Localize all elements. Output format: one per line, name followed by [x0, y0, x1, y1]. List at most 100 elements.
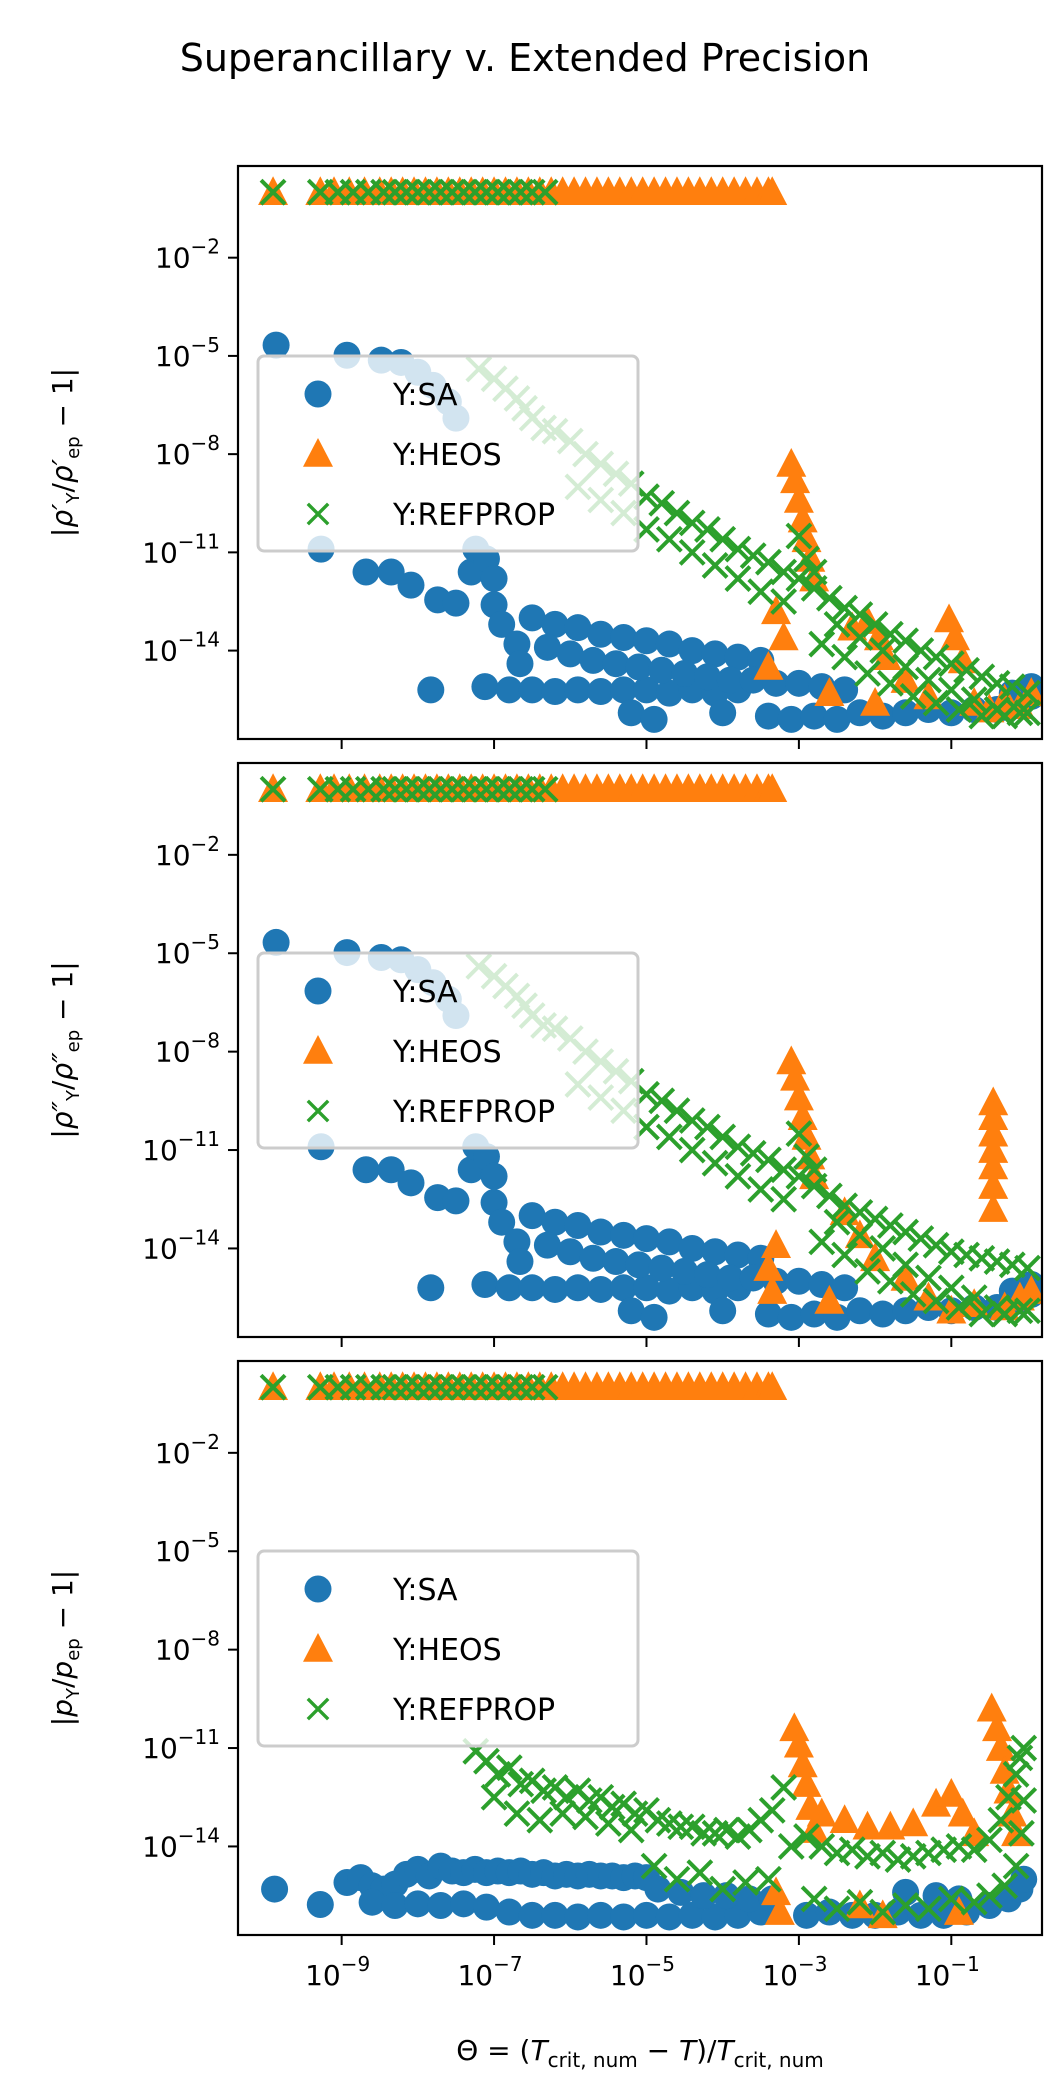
x-tick-base: 10 [915, 1959, 951, 1992]
point-sa [533, 1231, 561, 1259]
x-axis-label-sub3: crit, num [734, 2048, 824, 2072]
point-refprop [655, 525, 683, 553]
point-refprop [415, 178, 443, 206]
point-refprop [370, 1373, 397, 1401]
y-axis-label-sym2: ρ″ [46, 1052, 79, 1081]
y-tick-label: 10−11 [142, 1725, 220, 1765]
point-sa [693, 1261, 721, 1289]
point-sa [450, 1890, 478, 1918]
legend-entry-refprop[interactable]: Y:REFPROP [306, 1693, 555, 1728]
point-sa [610, 1221, 638, 1249]
point-sa [632, 627, 660, 655]
legend-triangle-icon [303, 438, 333, 467]
point-refprop [846, 1888, 874, 1916]
legend-entry-refprop[interactable]: Y:REFPROP [306, 498, 555, 533]
point-refprop [785, 522, 813, 550]
point-refprop [869, 1235, 897, 1262]
point-heos [791, 523, 822, 553]
axes-frame [236, 164, 1044, 741]
point-sa [610, 1903, 638, 1931]
point-sa [587, 1275, 615, 1303]
point-refprop [1008, 1819, 1035, 1847]
point-refprop [785, 565, 813, 592]
point-sa [518, 604, 546, 632]
point-heos [976, 1692, 1007, 1722]
point-refprop [495, 1754, 523, 1782]
point-refprop [808, 630, 836, 658]
point-refprop [531, 775, 559, 803]
legend-entry-heos[interactable]: Y:HEOS [303, 438, 502, 473]
point-heos [761, 1876, 792, 1906]
point-refprop [484, 178, 512, 206]
point-heos [936, 1294, 967, 1324]
legend-entry-refprop[interactable]: Y:REFPROP [306, 1095, 555, 1130]
point-sa [777, 1303, 805, 1331]
point-refprop [800, 1156, 828, 1184]
legend-entry-heos[interactable]: Y:HEOS [303, 1633, 502, 1668]
point-sa [667, 1878, 695, 1906]
y-tick-base: 10 [142, 1732, 178, 1765]
point-refprop [572, 1803, 599, 1831]
point-heos [978, 1170, 1009, 1199]
y-tick-base: 10 [155, 1634, 191, 1667]
point-refprop [507, 775, 535, 803]
point-refprop [404, 1373, 432, 1401]
legend[interactable]: Y:SA Y:HEOS Y:REFPROP [256, 1549, 640, 1748]
legend-label: Y:REFPROP [392, 498, 555, 533]
legend-entry-sa[interactable]: Y:SA [304, 1573, 459, 1608]
legend-label: Y:HEOS [392, 1035, 502, 1070]
point-refprop [960, 1888, 988, 1916]
point-refprop [694, 516, 721, 543]
point-sa [625, 1251, 653, 1279]
point-refprop [473, 178, 500, 206]
point-sa [564, 1211, 592, 1239]
x-tick-label: 10−7 [457, 1952, 522, 1992]
point-refprop [800, 1885, 828, 1913]
point-refprop [1014, 699, 1041, 727]
point-refprop [724, 1133, 752, 1161]
point-refprop [987, 1806, 1015, 1834]
point-sa [617, 1297, 645, 1325]
point-refprop [758, 1796, 786, 1824]
point-sa [506, 1248, 534, 1276]
legend-entry-sa[interactable]: Y:SA [304, 975, 459, 1010]
x-axis-label-T1: T [530, 2034, 549, 2067]
point-refprop [915, 1895, 942, 1923]
point-heos [936, 1777, 967, 1807]
point-sa [518, 1901, 546, 1929]
point-refprop [484, 1373, 512, 1401]
point-heos [829, 1804, 860, 1833]
point-refprop [869, 1839, 897, 1867]
legend[interactable]: Y:SA Y:HEOS Y:REFPROP [256, 951, 640, 1150]
legend-entry-sa[interactable]: Y:SA [304, 378, 459, 413]
y-tick-label: 10−2 [155, 1430, 220, 1470]
point-refprop [415, 775, 443, 803]
x-tick-exponent: −7 [493, 1952, 522, 1976]
legend[interactable]: Y:SA Y:HEOS Y:REFPROP [256, 354, 640, 553]
legend-entry-heos[interactable]: Y:HEOS [303, 1035, 502, 1070]
point-refprop [617, 1816, 645, 1844]
point-refprop [381, 1373, 409, 1401]
point-sa [579, 646, 607, 674]
point-refprop [393, 775, 420, 803]
x-tick-base: 10 [457, 1959, 493, 1992]
point-refprop [461, 1373, 489, 1401]
point-refprop [381, 178, 409, 206]
point-sa [846, 1297, 874, 1325]
point-refprop [854, 660, 881, 687]
point-refprop [793, 1823, 820, 1851]
point-refprop [450, 775, 477, 803]
point-heos [757, 1275, 788, 1304]
point-refprop [518, 178, 546, 206]
point-refprop [495, 1373, 523, 1401]
point-sa [471, 673, 499, 701]
point-sa [785, 669, 813, 697]
point-heos [860, 686, 891, 716]
point-heos [989, 1291, 1020, 1321]
point-heos [978, 1150, 1009, 1180]
point-refprop [678, 538, 706, 566]
point-refprop [770, 1185, 798, 1213]
y-tick-base: 10 [155, 839, 191, 872]
point-refprop [724, 1162, 752, 1190]
